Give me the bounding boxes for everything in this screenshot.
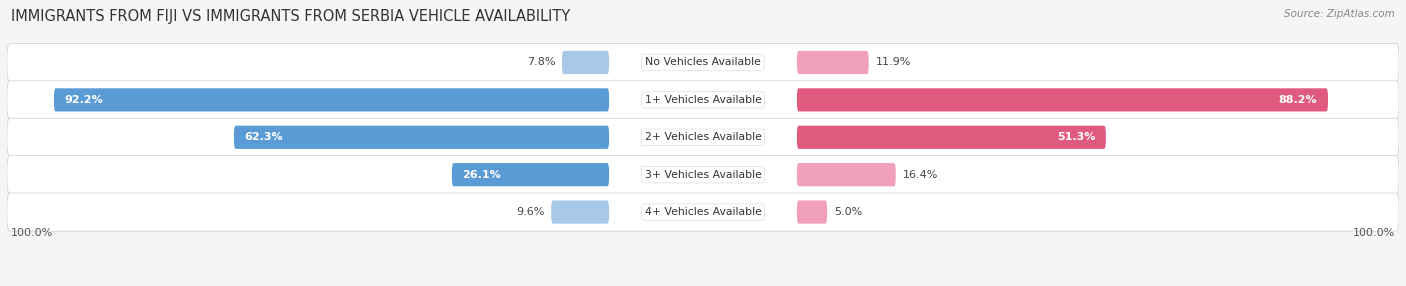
Text: 88.2%: 88.2% <box>1279 95 1317 105</box>
FancyBboxPatch shape <box>53 88 609 112</box>
Text: 2+ Vehicles Available: 2+ Vehicles Available <box>644 132 762 142</box>
Text: 62.3%: 62.3% <box>245 132 283 142</box>
Text: 5.0%: 5.0% <box>834 207 862 217</box>
FancyBboxPatch shape <box>451 163 609 186</box>
FancyBboxPatch shape <box>797 88 1329 112</box>
Text: 26.1%: 26.1% <box>463 170 501 180</box>
FancyBboxPatch shape <box>7 156 1399 194</box>
FancyBboxPatch shape <box>7 193 1399 231</box>
Text: 16.4%: 16.4% <box>903 170 938 180</box>
FancyBboxPatch shape <box>797 163 896 186</box>
FancyBboxPatch shape <box>797 126 1107 149</box>
Text: 92.2%: 92.2% <box>65 95 103 105</box>
Text: 9.6%: 9.6% <box>516 207 544 217</box>
Text: IMMIGRANTS FROM FIJI VS IMMIGRANTS FROM SERBIA VEHICLE AVAILABILITY: IMMIGRANTS FROM FIJI VS IMMIGRANTS FROM … <box>11 9 571 23</box>
Text: 1+ Vehicles Available: 1+ Vehicles Available <box>644 95 762 105</box>
FancyBboxPatch shape <box>797 200 827 224</box>
FancyBboxPatch shape <box>7 118 1399 156</box>
Text: 11.9%: 11.9% <box>876 57 911 67</box>
FancyBboxPatch shape <box>233 126 609 149</box>
Text: 4+ Vehicles Available: 4+ Vehicles Available <box>644 207 762 217</box>
Text: 51.3%: 51.3% <box>1057 132 1095 142</box>
Text: 100.0%: 100.0% <box>1353 228 1396 238</box>
Text: 3+ Vehicles Available: 3+ Vehicles Available <box>644 170 762 180</box>
Text: 100.0%: 100.0% <box>10 228 53 238</box>
Text: 7.8%: 7.8% <box>527 57 555 67</box>
FancyBboxPatch shape <box>7 81 1399 119</box>
Text: No Vehicles Available: No Vehicles Available <box>645 57 761 67</box>
FancyBboxPatch shape <box>797 51 869 74</box>
FancyBboxPatch shape <box>7 43 1399 82</box>
Text: Source: ZipAtlas.com: Source: ZipAtlas.com <box>1284 9 1395 19</box>
FancyBboxPatch shape <box>551 200 609 224</box>
FancyBboxPatch shape <box>562 51 609 74</box>
